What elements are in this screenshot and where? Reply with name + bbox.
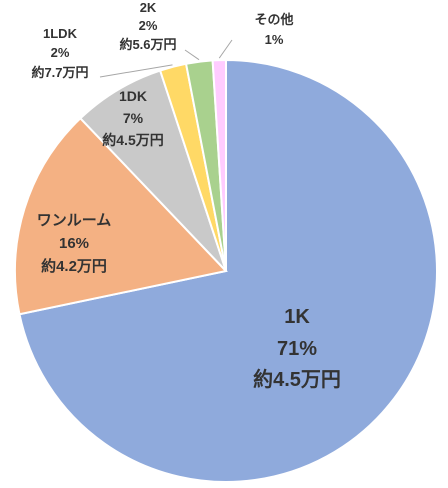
slice-label-1k-category: 1K <box>284 306 310 328</box>
slice-label-1k-percent: 71% <box>277 338 317 360</box>
slice-label-2k-rent: 約5.6万円 <box>119 37 176 52</box>
slice-label-1dk-category: 1DK <box>119 88 147 104</box>
leader-line-2k <box>184 49 200 61</box>
slice-1k <box>18 58 438 483</box>
slice-label-1ldk-rent: 約7.7万円 <box>31 65 88 80</box>
slice-label-1k: 1K 71% 約4.5万円 <box>253 306 341 391</box>
slice-label-2k-percent: 2% <box>139 18 158 33</box>
slice-label-1k-rent: 約4.5万円 <box>253 367 341 391</box>
slice-label-other-category: その他 <box>254 12 293 27</box>
slice-label-1dk: 1DK 7% 約4.5万円 <box>102 88 163 148</box>
slice-label-1ldk-percent: 2% <box>51 45 70 60</box>
leader-lines <box>99 39 233 78</box>
slice-one-room <box>14 116 228 316</box>
slice-label-one-room: ワンルーム 16% 約4.2万円 <box>37 212 112 275</box>
slice-label-2k-category: 2K <box>140 0 157 15</box>
slice-label-one-room-rent: 約4.2万円 <box>41 257 107 275</box>
pie-slices <box>14 58 438 483</box>
slice-label-1ldk: 1LDK 2% 約7.7万円 <box>31 26 88 80</box>
slice-label-1ldk-category: 1LDK <box>43 26 78 41</box>
slice-label-2k: 2K 2% 約5.6万円 <box>119 0 176 52</box>
slice-label-other-percent: 1% <box>265 32 284 47</box>
slice-label-1dk-rent: 約4.5万円 <box>102 132 163 148</box>
leader-line-other <box>218 39 233 59</box>
slice-label-1dk-percent: 7% <box>123 110 144 126</box>
slice-other <box>211 58 227 272</box>
slice-label-one-room-percent: 16% <box>59 235 89 252</box>
slice-label-other: その他 1% <box>254 12 293 47</box>
leader-line-1ldk <box>99 64 173 78</box>
slice-label-one-room-category: ワンルーム <box>37 212 112 229</box>
